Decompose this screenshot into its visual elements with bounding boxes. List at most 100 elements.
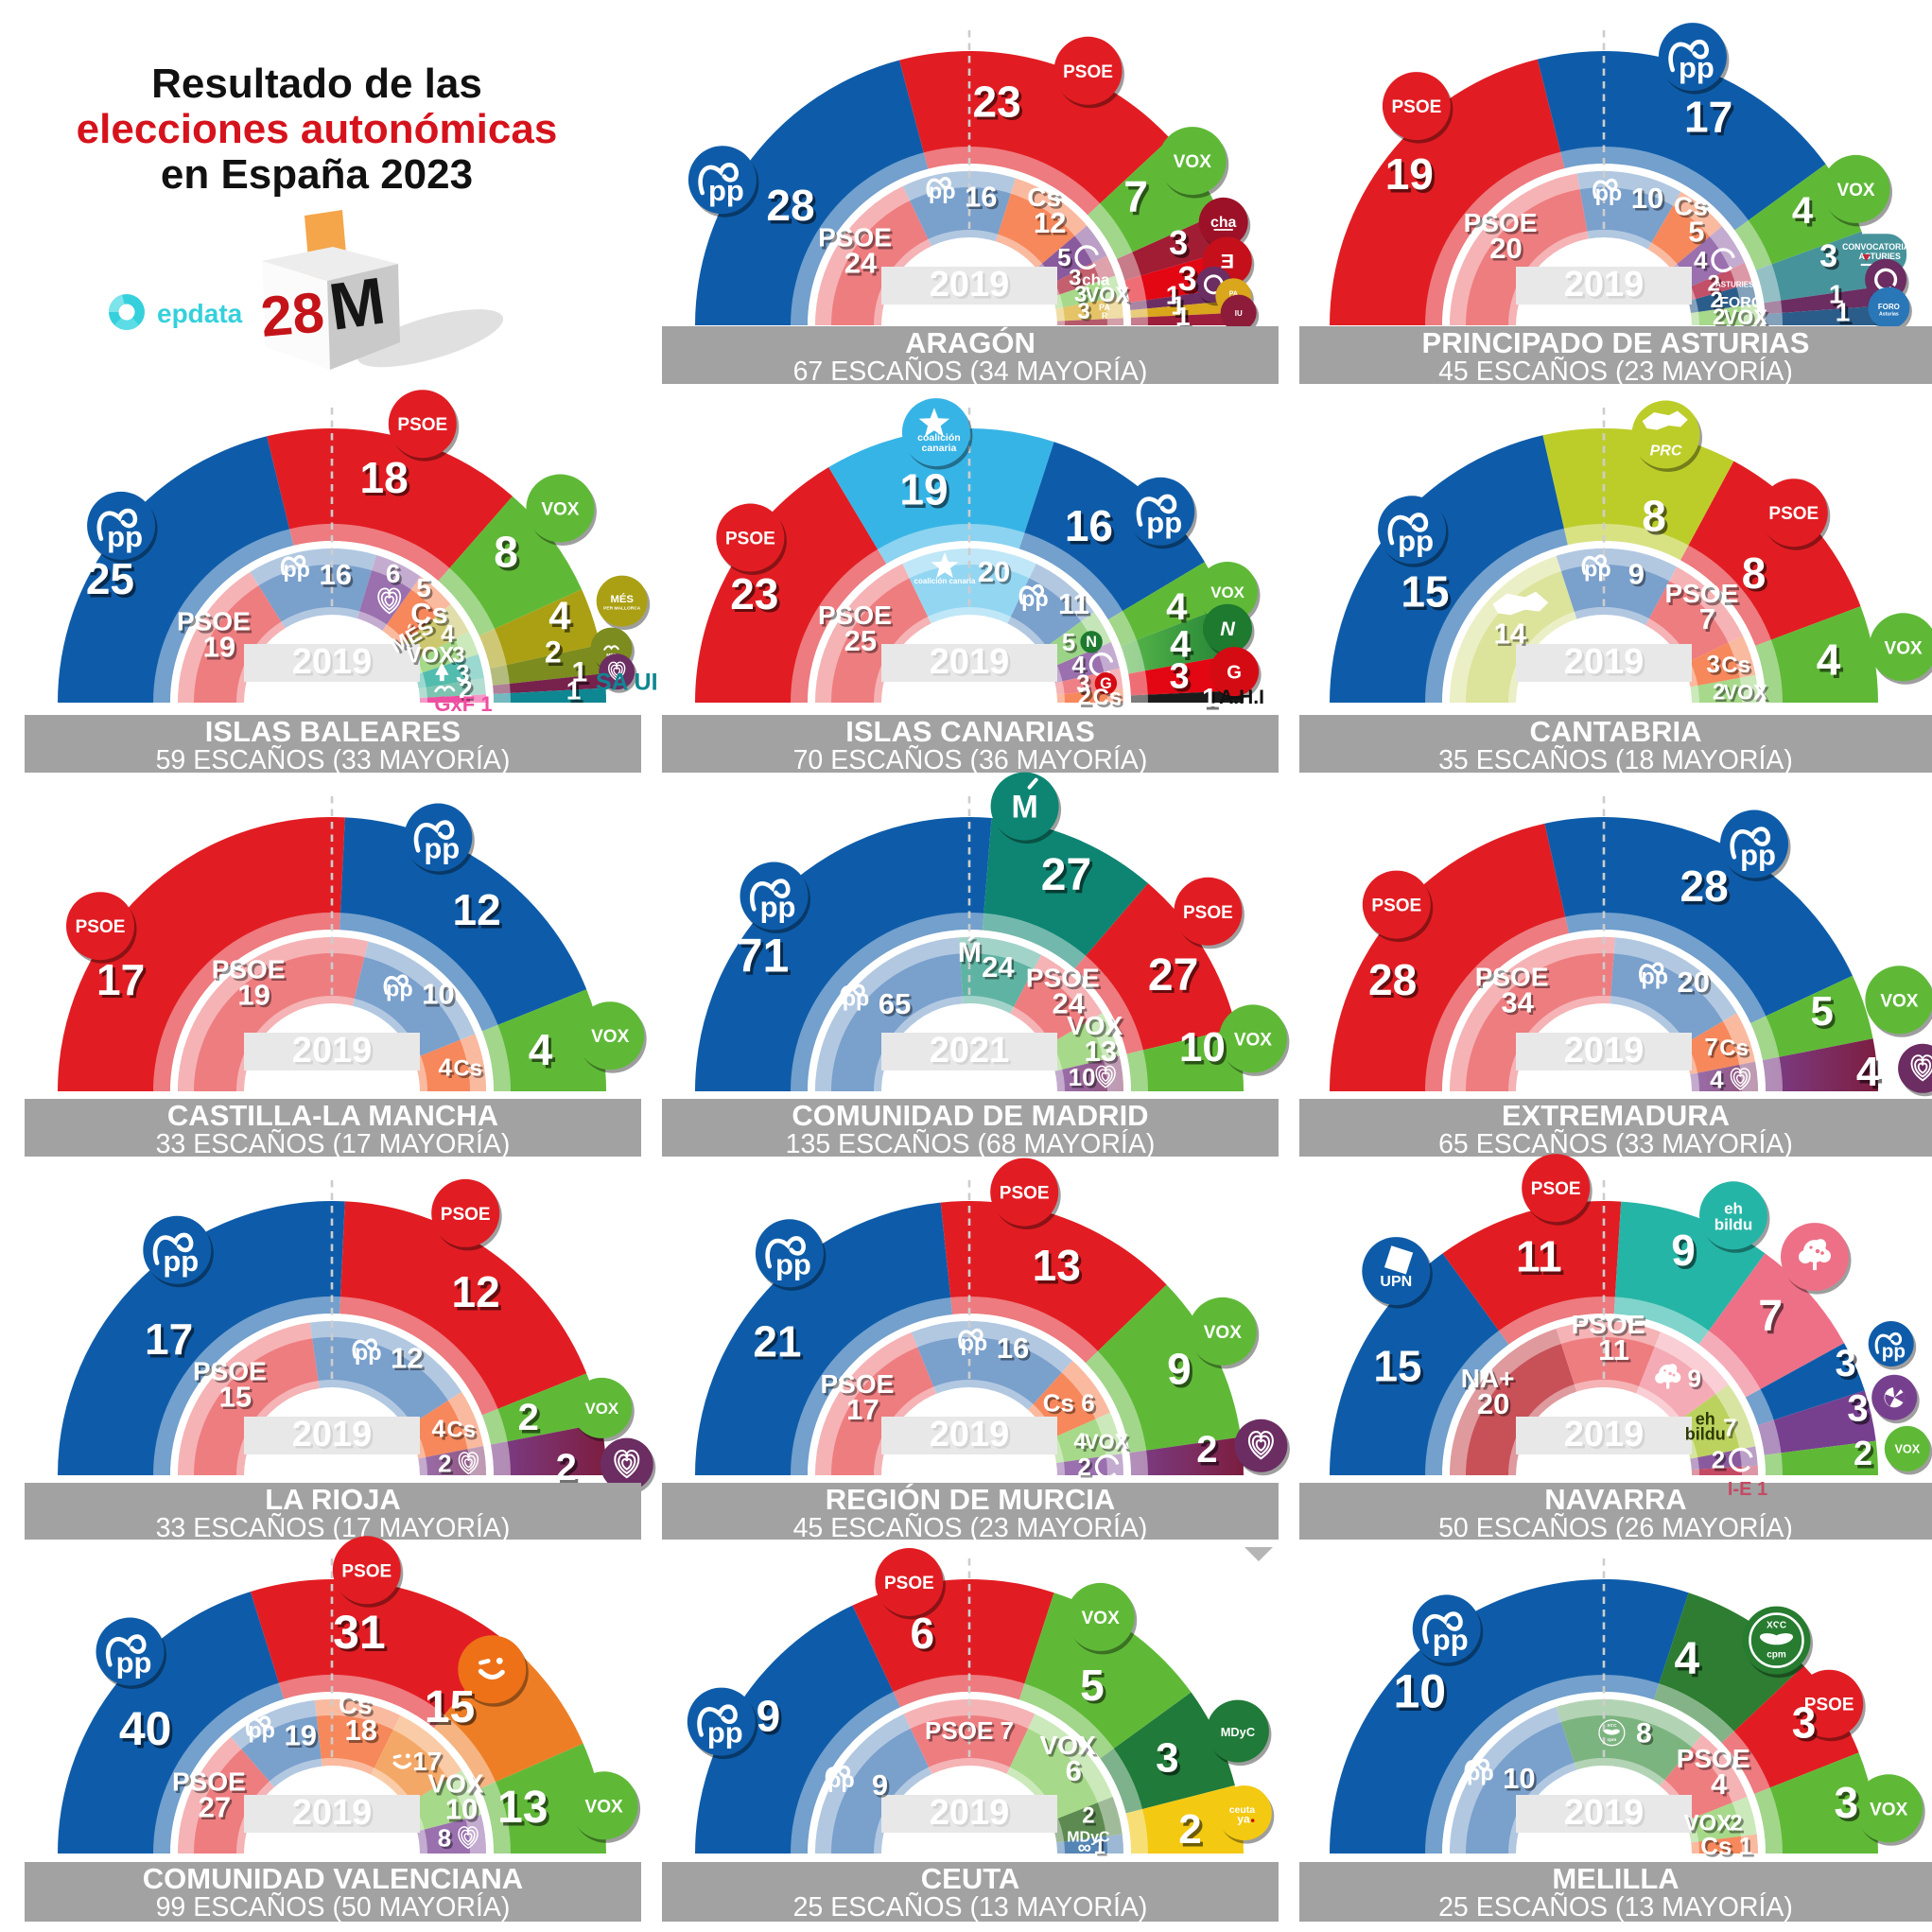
svg-text:11: 11 [1060, 590, 1091, 623]
svg-text:19: 19 [203, 631, 235, 664]
svg-text:8: 8 [1642, 492, 1666, 541]
svg-text:Cs: Cs [1027, 183, 1061, 212]
svg-text:9: 9 [1687, 1364, 1700, 1392]
svg-text:2: 2 [1714, 682, 1727, 707]
svg-text:NA+: NA+ [1461, 1364, 1515, 1393]
svg-text:4: 4 [548, 594, 571, 638]
svg-text:12: 12 [456, 888, 504, 937]
svg-text:4: 4 [1694, 246, 1708, 274]
svg-text:PSOE: PSOE [823, 1372, 896, 1401]
svg-text:10: 10 [1506, 1765, 1538, 1798]
svg-text:PSOE: PSOE [818, 600, 892, 630]
svg-text:9: 9 [1671, 1226, 1696, 1275]
svg-text:1: 1 [572, 657, 588, 688]
svg-text:VOX: VOX [430, 1771, 486, 1801]
svg-text:PSOE: PSOE [179, 609, 252, 638]
svg-text:PSOE: PSOE [1464, 208, 1538, 237]
svg-text:3: 3 [1076, 670, 1089, 698]
svg-text:2019: 2019 [1566, 1418, 1646, 1457]
svg-text:16: 16 [997, 1332, 1029, 1365]
svg-text:2019: 2019 [1566, 268, 1646, 307]
svg-text:2019: 2019 [292, 1031, 373, 1070]
svg-text:19: 19 [899, 465, 948, 514]
svg-text:Ḿ: Ḿ [960, 938, 983, 970]
svg-text:pp: pp [843, 986, 870, 1011]
svg-text:20: 20 [1678, 966, 1710, 999]
svg-text:1: 1 [1175, 302, 1191, 331]
svg-text:PSOE: PSOE [1667, 582, 1741, 611]
svg-text:8: 8 [1745, 551, 1769, 600]
svg-text:4: 4 [431, 1415, 445, 1443]
svg-text:21: 21 [756, 1320, 804, 1369]
svg-text:2019: 2019 [1566, 1034, 1646, 1073]
svg-text:19: 19 [237, 979, 270, 1012]
svg-text:10: 10 [1070, 1066, 1098, 1094]
svg-text:2: 2 [459, 675, 472, 704]
svg-text:Resultado de las: Resultado de las [151, 61, 482, 107]
svg-text:71: 71 [737, 929, 790, 982]
svg-text:2019: 2019 [931, 645, 1012, 685]
svg-text:28: 28 [258, 280, 326, 349]
svg-text:15: 15 [221, 1383, 253, 1416]
svg-text:MDyC: MDyC [1067, 1830, 1110, 1846]
svg-text:5: 5 [419, 576, 434, 605]
svg-text:2019: 2019 [1564, 1415, 1645, 1454]
svg-text:Asturias: Asturias [1879, 312, 1899, 318]
svg-text:PSOE: PSOE [76, 917, 126, 937]
svg-text:cpm: cpm [1767, 1650, 1786, 1661]
svg-text:PSOE: PSOE [1026, 964, 1100, 993]
svg-text:4: 4 [1173, 627, 1194, 669]
svg-text:4: 4 [1071, 651, 1086, 679]
svg-text:13: 13 [500, 1785, 550, 1836]
svg-text:4: 4 [529, 1025, 553, 1074]
svg-text:PRC: PRC [1650, 444, 1682, 460]
svg-text:Cs: Cs [410, 597, 448, 630]
svg-text:2019: 2019 [930, 1415, 1010, 1454]
svg-text:1: 1 [1829, 279, 1844, 308]
svg-text:2019: 2019 [294, 1034, 374, 1073]
svg-text:VOX: VOX [406, 643, 454, 669]
svg-text:19: 19 [284, 1719, 316, 1752]
svg-text:3: 3 [1074, 282, 1087, 307]
svg-text:cha: cha [1082, 271, 1110, 289]
svg-text:COMUNIDAD DE MADRID: COMUNIDAD DE MADRID [792, 1099, 1148, 1132]
svg-text:2: 2 [518, 1397, 539, 1438]
svg-text:ASTURIES: ASTURIES [1715, 281, 1754, 289]
svg-text:pp: pp [355, 1340, 382, 1365]
svg-text:PSOE 7: PSOE 7 [925, 1716, 1014, 1745]
svg-text:17: 17 [148, 1317, 196, 1366]
svg-text:8: 8 [496, 531, 521, 580]
svg-text:12: 12 [392, 1344, 425, 1377]
svg-text:10: 10 [1179, 1024, 1226, 1070]
svg-text:2019: 2019 [294, 1418, 374, 1457]
svg-text:Ǝ: Ǝ [1221, 250, 1234, 273]
svg-text:3: 3 [1837, 1782, 1862, 1831]
svg-text:2: 2 [1710, 273, 1722, 299]
svg-text:14: 14 [1494, 618, 1527, 651]
svg-text:LA RIOJA: LA RIOJA [265, 1483, 401, 1516]
svg-text:17: 17 [849, 1396, 881, 1429]
svg-text:6: 6 [911, 1609, 935, 1658]
svg-text:2: 2 [1714, 1448, 1727, 1476]
svg-text:5: 5 [1810, 988, 1833, 1035]
svg-text:25 ESCAÑOS (13 MAYORÍA): 25 ESCAÑOS (13 MAYORÍA) [1438, 1892, 1793, 1923]
svg-text:15: 15 [1376, 1345, 1424, 1394]
svg-text:28: 28 [1371, 958, 1419, 1007]
svg-text:8: 8 [1742, 548, 1767, 598]
svg-text:2: 2 [1713, 679, 1725, 705]
svg-text:Cs 6: Cs 6 [1045, 1391, 1097, 1419]
svg-text:epdata: epdata [157, 299, 243, 328]
svg-text:8: 8 [494, 528, 518, 577]
svg-text:2019: 2019 [1564, 642, 1645, 682]
svg-text:99 ESCAÑOS (50 MAYORÍA): 99 ESCAÑOS (50 MAYORÍA) [156, 1892, 511, 1923]
svg-text:23: 23 [733, 572, 781, 621]
svg-text:XϚϹ: XϚϹ [1607, 1723, 1617, 1729]
svg-text:VOX: VOX [584, 1400, 618, 1418]
svg-text:2021: 2021 [931, 1034, 1012, 1073]
svg-text:pp: pp [386, 976, 413, 1001]
svg-text:PSOE: PSOE [1477, 965, 1551, 994]
svg-text:1: 1 [1832, 283, 1847, 312]
svg-text:pp: pp [707, 1716, 743, 1749]
svg-text:4: 4 [1696, 249, 1710, 277]
svg-text:pp: pp [1398, 524, 1434, 557]
